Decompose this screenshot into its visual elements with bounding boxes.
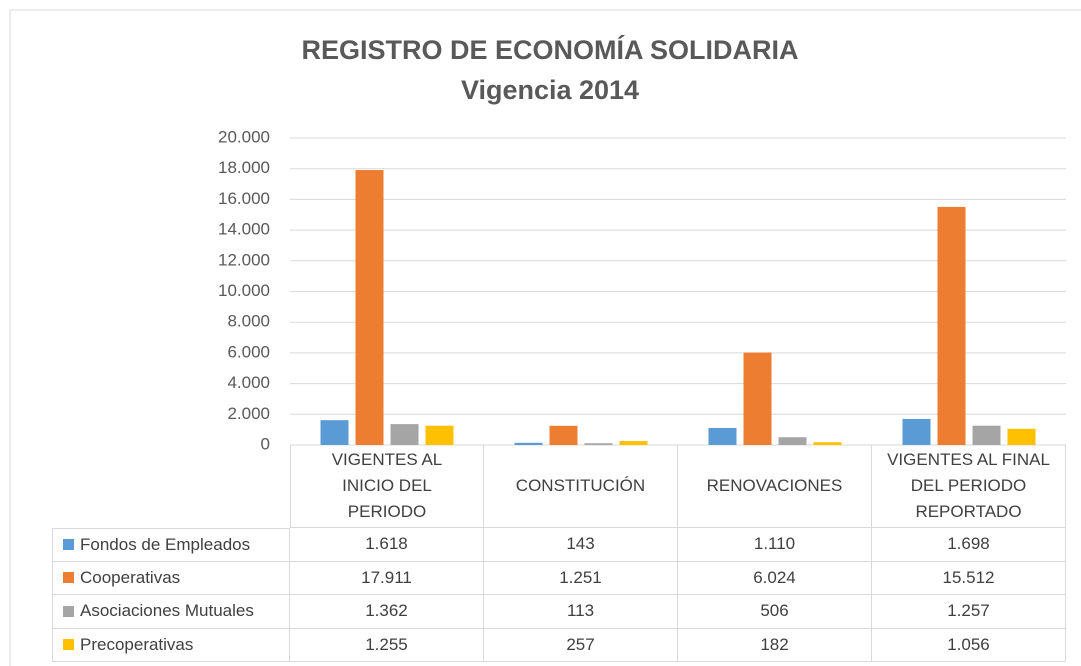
x-tick-label: RENOVACIONES	[706, 476, 843, 495]
legend-label: Precoperativas	[80, 634, 194, 654]
legend-entry: Cooperativas	[52, 561, 290, 595]
x-tick-label: VIGENTES AL FINAL DEL PERIODO REPORTADO	[887, 450, 1050, 521]
legend-swatch	[63, 605, 74, 617]
table-value: 257	[484, 628, 678, 662]
table-value: 1.251	[484, 561, 678, 595]
bar	[584, 443, 613, 445]
table-value: 143	[484, 528, 678, 562]
y-tick-label: 18.000	[218, 158, 270, 177]
category-header: VIGENTES AL INICIO DEL PERIODO	[290, 445, 484, 528]
bar	[813, 442, 842, 445]
legend-swatch	[63, 639, 74, 651]
y-tick-label: 12.000	[218, 250, 270, 269]
bar	[390, 424, 419, 445]
table-value: 15.512	[872, 561, 1066, 595]
bar	[355, 170, 384, 445]
chart-border	[9, 9, 1081, 666]
table-value: 1.257	[872, 595, 1066, 629]
bar	[549, 425, 578, 445]
y-tick-label: 4.000	[227, 373, 270, 392]
table-value: 1.110	[678, 528, 872, 562]
y-tick-label: 6.000	[227, 342, 270, 361]
table-value: 1.362	[290, 595, 484, 629]
legend-swatch	[63, 572, 74, 584]
category-header: RENOVACIONES	[678, 445, 872, 528]
x-tick-label: CONSTITUCIÓN	[515, 476, 646, 495]
legend-label: Asociaciones Mutuales	[80, 601, 254, 621]
bar	[514, 442, 543, 445]
y-tick-label: 8.000	[227, 312, 270, 331]
table-value: 182	[678, 628, 872, 662]
table-value: 506	[678, 595, 872, 629]
legend-swatch	[63, 539, 74, 551]
bar	[619, 441, 648, 445]
y-tick-label: 2.000	[227, 404, 270, 423]
y-tick-label: 0	[261, 434, 270, 453]
bar	[778, 437, 807, 445]
bar	[320, 420, 349, 445]
y-tick-label: 20.000	[218, 127, 270, 146]
y-tick-label: 10.000	[218, 281, 270, 300]
category-header: VIGENTES AL FINAL DEL PERIODO REPORTADO	[872, 445, 1066, 528]
category-header: CONSTITUCIÓN	[484, 445, 678, 528]
chart-subtitle: Vigencia 2014	[461, 75, 639, 105]
bar	[743, 352, 772, 445]
table-value: 6.024	[678, 561, 872, 595]
bar	[937, 206, 966, 445]
x-tick-label: VIGENTES AL INICIO DEL PERIODO	[331, 450, 443, 521]
table-value: 1.056	[872, 628, 1066, 662]
bar	[972, 425, 1001, 445]
bar	[708, 427, 737, 445]
table-value: 17.911	[290, 561, 484, 595]
legend-entry: Asociaciones Mutuales	[52, 595, 290, 629]
bar	[425, 425, 454, 445]
table-value: 1.698	[872, 528, 1066, 562]
chart-title: REGISTRO DE ECONOMÍA SOLIDARIA	[301, 34, 798, 65]
table-value: 1.618	[290, 528, 484, 562]
legend-label: Cooperativas	[80, 567, 181, 587]
y-tick-label: 14.000	[218, 220, 270, 239]
table-value: 113	[484, 595, 678, 629]
y-tick-label: 16.000	[218, 189, 270, 208]
bar	[902, 418, 931, 445]
legend-label: Fondos de Empleados	[80, 534, 251, 554]
legend-entry: Precoperativas	[52, 628, 290, 662]
legend-entry: Fondos de Empleados	[52, 528, 290, 562]
table-value: 1.255	[290, 628, 484, 662]
bar	[1007, 428, 1036, 445]
